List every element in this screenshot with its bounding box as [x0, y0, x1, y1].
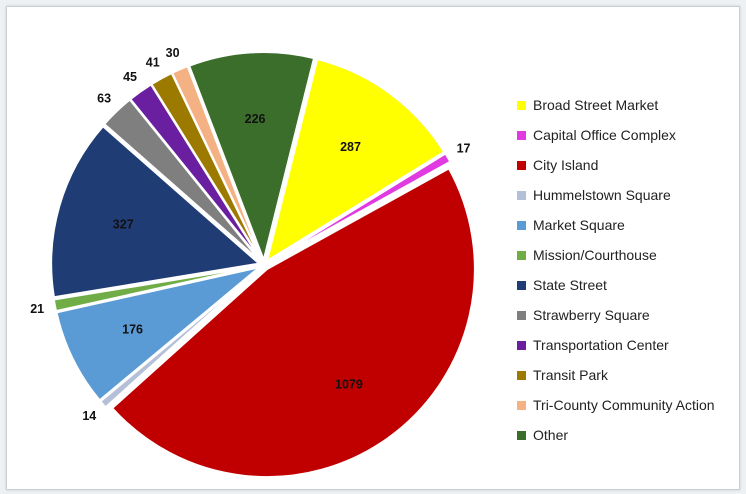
data-label: 30 [166, 46, 180, 60]
legend-label: Tri-County Community Action [533, 397, 715, 413]
legend-label: Mission/Courthouse [533, 247, 657, 263]
data-label: 63 [97, 91, 111, 105]
legend-item: Transportation Center [517, 330, 715, 360]
legend-item: City Island [517, 150, 715, 180]
legend-swatch [517, 280, 526, 290]
legend-item: Transit Park [517, 360, 715, 390]
legend-label: State Street [533, 277, 607, 293]
legend-swatch [517, 100, 526, 110]
data-label: 226 [245, 112, 266, 126]
data-label: 17 [457, 142, 471, 156]
legend-swatch [517, 130, 526, 140]
pie-slice-broad-street-market [265, 57, 446, 264]
pie-slice-capital-office-complex [267, 152, 452, 264]
pie-slice-tri-county-community-action [170, 64, 263, 261]
legend-label: Transit Park [533, 367, 608, 383]
legend-label: Capital Office Complex [533, 127, 676, 143]
pie-slice-hummelstown-square [98, 267, 261, 409]
legend-label: Market Square [533, 217, 625, 233]
pie-slice-city-island [110, 167, 476, 479]
legend-swatch [517, 250, 526, 260]
data-label: 21 [30, 302, 44, 316]
legend-label: City Island [533, 157, 599, 173]
legend-item: Strawberry Square [517, 300, 715, 330]
legend-swatch [517, 220, 526, 230]
legend-label: Transportation Center [533, 337, 669, 353]
legend-label: Other [533, 427, 569, 443]
legend-label: Strawberry Square [533, 307, 650, 323]
legend-item: Tri-County Community Action [517, 390, 715, 420]
legend-swatch [517, 190, 526, 200]
legend-swatch [517, 370, 526, 380]
data-label: 287 [340, 140, 361, 154]
legend-swatch [517, 400, 526, 410]
legend-swatch [517, 430, 526, 440]
pie-slice-market-square [55, 266, 261, 402]
data-label: 45 [123, 70, 137, 84]
data-label: 176 [122, 323, 143, 337]
legend-item: Capital Office Complex [517, 120, 715, 150]
legend-label: Hummelstown Square [533, 187, 671, 203]
legend-item: Market Square [517, 210, 715, 240]
legend-swatch [517, 340, 526, 350]
legend-label: Broad Street Market [533, 97, 659, 113]
pie-slice-other [187, 51, 316, 264]
legend-item: Hummelstown Square [517, 180, 715, 210]
data-label: 14 [82, 409, 96, 423]
legend-swatch [517, 160, 526, 170]
legend-swatch [517, 310, 526, 320]
chart-legend: Broad Street Market Capital Office Comple… [517, 90, 715, 450]
data-label: 41 [146, 56, 160, 70]
pie-slice-state-street [50, 124, 262, 299]
legend-item: Broad Street Market [517, 90, 715, 120]
legend-item: Other [517, 420, 715, 450]
legend-item: State Street [517, 270, 715, 300]
legend-item: Mission/Courthouse [517, 240, 715, 270]
data-label: 1079 [335, 377, 363, 391]
pie-slice-mission-courthouse [52, 264, 260, 313]
data-label: 327 [113, 218, 134, 232]
